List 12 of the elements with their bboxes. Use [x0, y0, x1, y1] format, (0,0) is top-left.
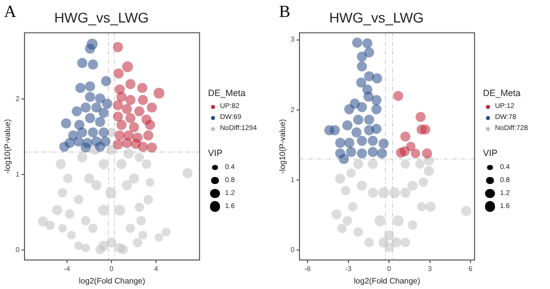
text: VIP [483, 148, 499, 158]
text: A [4, 2, 16, 22]
chart-title: HWG_vs_LWG [54, 9, 149, 26]
y-axis-title: -log10(P-value) [3, 118, 12, 174]
text: B [279, 2, 290, 22]
text: VIP [208, 148, 224, 158]
legend-title: DE_Meta [483, 88, 522, 98]
chart-title: HWG_vs_LWG [329, 9, 424, 26]
x-axis-title: log2(Fold Change) [354, 276, 420, 286]
y-axis-title: -log10(P-value) [278, 118, 288, 174]
legend-title: DE_Meta [208, 88, 247, 98]
x-axis-title: log2(Fold Change) [78, 276, 146, 286]
